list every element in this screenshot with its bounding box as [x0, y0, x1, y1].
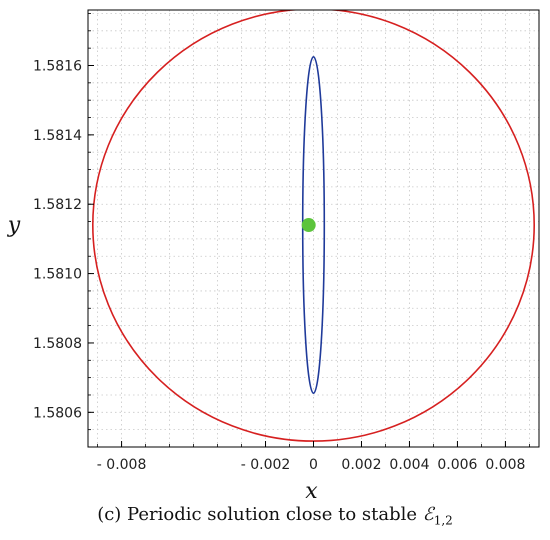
x-axis-label: x — [305, 479, 318, 504]
y-tick-label: 1.5806 — [33, 405, 82, 421]
y-tick-label: 1.5812 — [33, 197, 82, 213]
y-tick-label: 1.5814 — [33, 128, 82, 144]
x-tick-label: 0.006 — [437, 457, 477, 473]
x-tick-label: 0.004 — [389, 457, 429, 473]
x-tick-label: - 0.002 — [241, 457, 291, 473]
x-tick-label: 0.008 — [485, 457, 525, 473]
x-tick-label: 0.002 — [341, 457, 381, 473]
ticks: - 0.008 - 0.002 0 0.002 0.004 0.006 0.008 1.580… — [33, 13, 530, 473]
caption-prefix: (c) Periodic solution close to stable — [97, 504, 423, 525]
caption-subscript: 1,2 — [433, 513, 453, 528]
y-tick-label: 1.5816 — [33, 58, 82, 74]
y-axis-label: y — [7, 213, 21, 238]
y-tick-label: 1.5808 — [33, 336, 82, 352]
x-tick-label: - 0.008 — [97, 457, 147, 473]
x-tick-label: 0 — [309, 457, 318, 473]
caption-symbol: ℰ — [422, 504, 434, 525]
equilibrium-point — [301, 218, 316, 233]
figure-caption: (c) Periodic solution close to stable ℰ1… — [0, 504, 550, 528]
grid — [88, 10, 539, 448]
y-tick-label: 1.5810 — [33, 267, 82, 283]
